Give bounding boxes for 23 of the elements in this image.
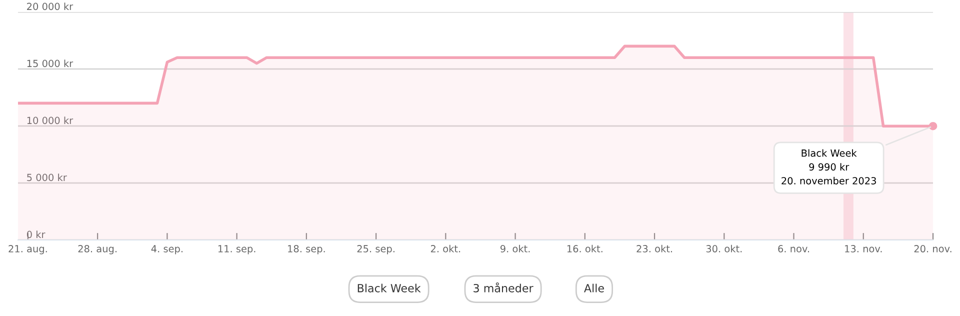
text: Alle bbox=[584, 284, 604, 292]
x-tick-label: 9. okt. bbox=[500, 244, 530, 252]
x-tick-label: 4. sep. bbox=[151, 245, 182, 254]
y-tick-label: 10 000 kr bbox=[27, 116, 74, 124]
x-tick-label: 2. okt. bbox=[430, 244, 460, 252]
annotation: Black Week 9 990 kr 20. november 2023 bbox=[782, 149, 876, 184]
text: Black Week bbox=[358, 284, 421, 292]
y-tick-label: 20 000 kr bbox=[27, 2, 74, 10]
x-tick-label: 30. okt. bbox=[706, 244, 742, 252]
x-tick-label: 18. sep. bbox=[288, 245, 325, 254]
x-tick-label: 16. okt. bbox=[567, 244, 602, 252]
y-tick-label: 0 kr bbox=[26, 230, 46, 238]
y-tick-label: 15 000 kr bbox=[27, 60, 74, 68]
x-tick-label: 28. aug. bbox=[78, 245, 116, 254]
x-tick-label: 13. nov. bbox=[845, 245, 882, 252]
x-tick-label: 20. nov. bbox=[914, 245, 952, 252]
y-tick-label: 5 000 kr bbox=[27, 174, 67, 182]
text: 3 måneder bbox=[474, 282, 534, 292]
x-tick-label: 21. aug. bbox=[8, 245, 47, 254]
x-tick-label: 6. nov. bbox=[778, 245, 809, 252]
x-tick-label: 25. sep. bbox=[357, 245, 394, 254]
x-tick-label: 11. sep. bbox=[218, 245, 256, 254]
x-tick-label: 23. okt. bbox=[636, 244, 672, 252]
